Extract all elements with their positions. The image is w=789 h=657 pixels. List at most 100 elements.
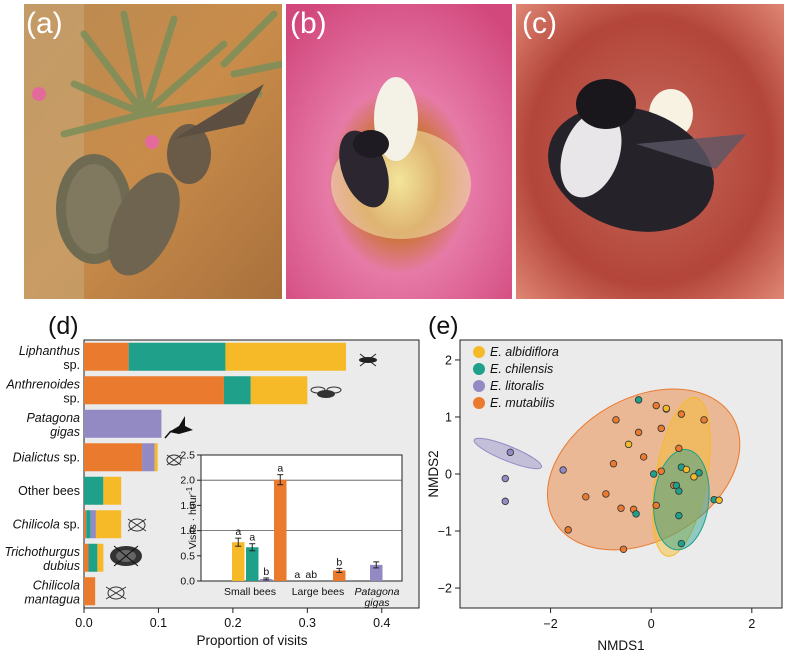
inset-y-title: Visits · hour-1: [185, 486, 200, 549]
panel-e-legend: E. albidiflora E. chilensis E. litoralis…: [473, 345, 559, 410]
legend-label-chilensis: E. chilensis: [490, 362, 553, 376]
photo-b-label: (b): [290, 7, 327, 40]
e-y-tick-label: 1: [445, 410, 452, 424]
panel-d-category-labels: Liphanthussp.Anthrenoidessp.Patagonagiga…: [5, 344, 81, 607]
point-e-albidiflora: [715, 496, 723, 504]
point-e-mutabilis: [602, 490, 610, 498]
panel-d-x-axis: 0.0 0.1 0.2 0.3 0.4: [75, 608, 391, 630]
inset-significance-letter: a: [294, 569, 300, 581]
bar-anthrenoides-e-albidiflora: [250, 376, 308, 405]
legend-label-mutabilis: E. mutabilis: [490, 396, 555, 410]
x-tick-label: 0.0: [75, 616, 92, 630]
photo-c-label: (c): [522, 7, 557, 40]
bar-dialictus-e-litoralis: [142, 443, 155, 472]
inset-x-labels: Small bees Large bees Patagona gigas: [224, 586, 400, 609]
x-tick-label: 0.3: [299, 616, 316, 630]
bee-icon: [310, 386, 342, 398]
panel-e-plot-area: [459, 339, 783, 609]
inset-y-axis: 0.0 0.5 1.0 1.5 2.0 2.5: [180, 450, 201, 588]
bar-patagona-e-litoralis: [84, 409, 162, 438]
point-e-mutabilis: [634, 428, 643, 437]
legend-label-albidiflora: E. albidiflora: [490, 345, 559, 359]
legend-swatch-albidiflora: [473, 346, 485, 358]
large-bee-icon: [110, 545, 142, 567]
point-e-litoralis: [501, 497, 509, 506]
point-e-mutabilis: [652, 401, 660, 410]
point-e-mutabilis: [617, 504, 625, 512]
inset-significance-letter: b: [336, 556, 342, 568]
point-e-mutabilis: [612, 416, 620, 424]
inset-y-tick-label: 2.5: [180, 450, 195, 462]
category-label-liphanthus-line2: sp.: [63, 358, 80, 372]
point-e-albidiflora: [662, 404, 670, 413]
panel-d-label: (d): [48, 312, 79, 340]
x-tick-label: 0.2: [224, 616, 241, 630]
e-y-tick-label: −1: [438, 525, 452, 539]
inset-x-label-patagona: Patagona: [355, 586, 400, 598]
bar-dialictus-e-mutabilis: [84, 443, 143, 472]
bar-liphanthus-e-chilensis: [128, 342, 226, 371]
point-e-litoralis: [559, 466, 567, 474]
inset-y-tick-label: 0.0: [180, 576, 195, 588]
photo-a-label: (a): [26, 7, 63, 40]
e-x-tick-label: 2: [748, 617, 755, 631]
panel-d-x-title: Proportion of visits: [196, 633, 307, 648]
point-e-mutabilis: [564, 526, 572, 534]
category-label-dialictus: Dialictus sp.: [13, 450, 80, 464]
bar-trichothurgus-e-albidiflora: [97, 543, 104, 572]
point-e-chilensis: [650, 470, 658, 478]
e-x-tick-label: 0: [648, 617, 655, 631]
wasp-icon: [359, 353, 377, 367]
bar-dialictus-e-albidiflora: [154, 443, 158, 472]
bar-trichothurgus-e-chilensis: [88, 543, 98, 572]
category-label-trichothurgus: Trichothurgus: [5, 545, 81, 559]
inset-y-tick-label: 1.5: [180, 500, 195, 512]
inset-x-label-small-bees: Small bees: [224, 586, 276, 598]
category-label-liphanthus: Liphanthus: [19, 344, 80, 358]
legend-swatch-chilensis: [473, 363, 485, 375]
point-e-chilensis: [634, 396, 643, 404]
x-tick-label: 0.4: [373, 616, 390, 630]
point-e-mutabilis: [639, 453, 648, 461]
point-e-albidiflora: [682, 465, 691, 474]
inset-significance-letter: ab: [305, 569, 317, 581]
inset-significance-letter: a: [235, 526, 241, 538]
inset-bar-0-e-mutabilis: [274, 479, 287, 581]
point-e-mutabilis: [675, 444, 683, 453]
panel-e-y-title: NMDS2: [426, 450, 441, 497]
inset-significance-letter: a: [249, 532, 255, 544]
bar-liphanthus-e-albidiflora: [225, 342, 347, 371]
bar-trichothurgus-e-mutabilis: [84, 543, 89, 572]
panel-e-axes: −2 0 2 −2 −1 0 1 2: [438, 353, 756, 631]
photo-a-hummingbird: (a): [24, 4, 282, 299]
inset-significance-letter: b: [263, 566, 269, 578]
point-e-litoralis: [501, 474, 509, 483]
bar-liphanthus-e-mutabilis: [84, 342, 129, 371]
category-label-chilicola: Chilicola sp.: [13, 517, 80, 531]
point-e-albidiflora: [624, 440, 633, 449]
category-label-chilicola-line2: mantagua: [24, 592, 80, 606]
point-e-litoralis: [506, 448, 515, 457]
bar-anthrenoides-e-mutabilis: [84, 376, 224, 405]
e-x-tick-label: −2: [543, 617, 557, 631]
chilicola-icon: [127, 518, 147, 532]
bar-chilicola-e-litoralis: [90, 510, 96, 539]
inset-bar-0-e-chilensis: [246, 547, 259, 581]
category-label-patagona-line2: gigas: [50, 425, 80, 439]
mantagua-bee-icon: [105, 586, 127, 600]
bar-other-bees-e-albidiflora: [103, 476, 122, 505]
bar-other-bees-e-chilensis: [84, 476, 104, 505]
small-bee-icon: [166, 454, 182, 466]
category-label-anthrenoides: Anthrenoides: [5, 377, 80, 391]
point-e-mutabilis: [609, 460, 618, 468]
bar-chilicola-e-mutabilis: [84, 577, 96, 606]
point-e-mutabilis: [657, 467, 665, 475]
point-e-mutabilis: [700, 416, 708, 424]
point-e-albidiflora: [690, 473, 698, 481]
panel-d-bars: [84, 342, 347, 606]
inset-plot-area: [200, 454, 403, 582]
point-e-chilensis: [695, 469, 703, 477]
point-e-mutabilis: [657, 424, 665, 433]
point-e-mutabilis: [582, 493, 590, 501]
e-y-tick-label: 0: [445, 468, 452, 482]
